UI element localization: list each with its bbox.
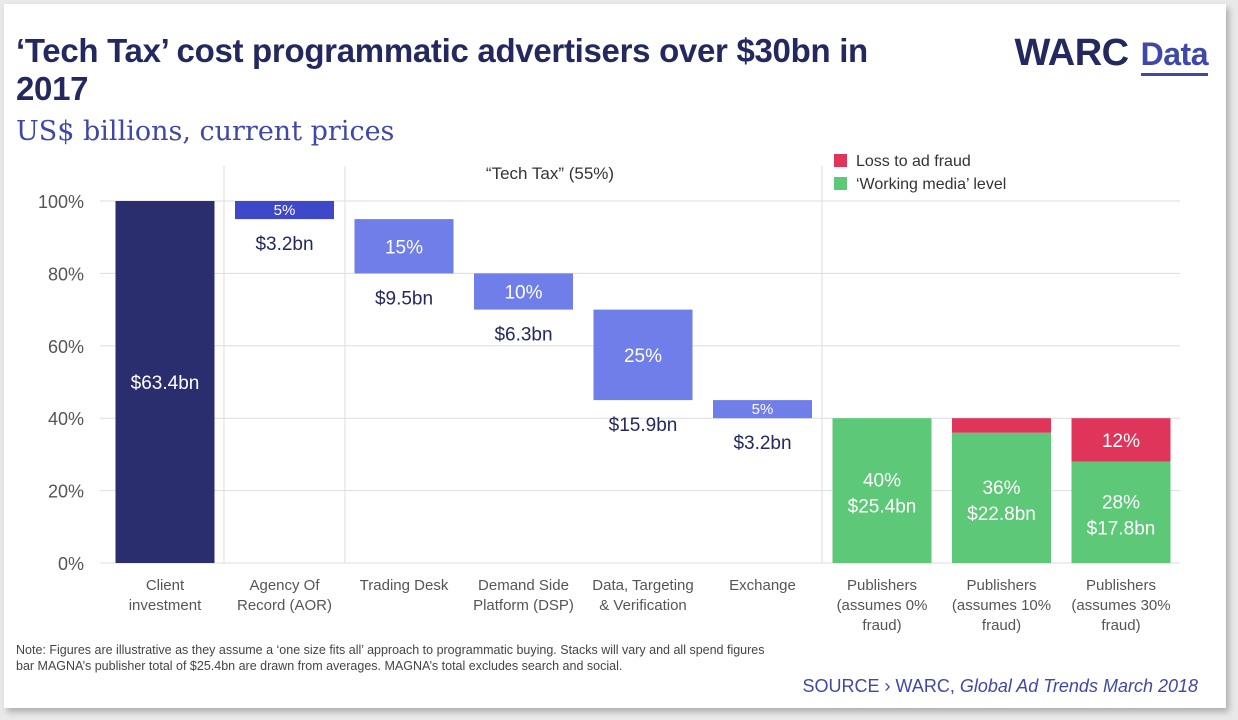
working-media-percent: 28% (1102, 492, 1140, 513)
bar-value-label: $3.2bn (255, 234, 313, 255)
y-tick-label: 20% (48, 482, 84, 502)
y-tick-label: 40% (48, 409, 84, 429)
working-media-bar (1071, 461, 1171, 563)
x-category-label: investment (129, 597, 202, 614)
x-category-label: (assumes 30% (1071, 597, 1170, 614)
aor-bar (235, 201, 334, 220)
x-category-label: Exchange (729, 577, 796, 594)
chart-subtitle: US$ billions, current prices (16, 116, 395, 147)
x-category-label: Trading Desk (360, 577, 449, 594)
x-category-label: Publishers (847, 577, 917, 594)
bar-inner-label: 25% (624, 346, 662, 367)
working-media-bar (952, 432, 1051, 563)
working-media-value: $25.4bn (848, 497, 917, 518)
x-category-label: (assumes 10% (952, 597, 1051, 614)
source-line: SOURCE › WARC, Global Ad Trends March 20… (803, 676, 1198, 697)
bar-value-label: $9.5bn (375, 288, 433, 309)
working-media-value: $22.8bn (967, 504, 1036, 525)
x-category-label: Record (AOR) (237, 597, 332, 614)
tech-bar (474, 273, 573, 310)
x-category-label: Demand Side (478, 577, 569, 594)
warc-data-logo: WARC Data (1014, 32, 1209, 76)
ad-fraud-label: 12% (1102, 431, 1140, 452)
x-category-label: Publishers (966, 577, 1036, 594)
x-category-label: (assumes 0% (837, 597, 928, 614)
waterfall-chart: 0% 20% 40% 60% 80% 100% “Tech Tax” (55%) Loss t… (38, 153, 1180, 634)
x-category-label: Client (146, 577, 185, 594)
x-category-label: Data, Targeting (592, 577, 693, 594)
x-category-label: & Verification (599, 597, 687, 614)
x-category-label: Publishers (1086, 577, 1156, 594)
y-tick-label: 100% (38, 192, 84, 212)
ad-fraud-bar (1071, 418, 1171, 462)
working-media-percent: 36% (982, 478, 1020, 499)
y-tick-label: 80% (48, 264, 84, 284)
bar-inner-label: 15% (385, 237, 423, 258)
bar-inner-label: 5% (752, 401, 774, 418)
legend-swatch (834, 154, 847, 167)
working-media-percent: 40% (863, 471, 901, 492)
ad-fraud-bar (952, 418, 1051, 433)
logo-brand: WARC (1014, 32, 1130, 74)
footnote: Note: Figures are illustrative as they a… (16, 643, 765, 673)
bar-value-label: $6.3bn (494, 325, 552, 346)
bar-inner-label: $63.4bn (131, 373, 200, 394)
x-category-label: Platform (DSP) (473, 597, 574, 614)
logo-product: Data (1140, 36, 1209, 76)
x-category-label: fraud) (982, 617, 1021, 634)
chart-title: ‘Tech Tax’ cost programmatic advertisers… (16, 32, 868, 107)
tech-bar (354, 219, 454, 274)
tech-bar (593, 309, 693, 401)
bar-value-label: $15.9bn (609, 415, 678, 436)
y-tick-label: 0% (58, 554, 84, 574)
legend-label: ‘Working media’ level (856, 176, 1006, 193)
working-media-value: $17.8bn (1087, 518, 1156, 539)
tech-tax-annotation: “Tech Tax” (55%) (486, 164, 614, 183)
bar-value-label: $3.2bn (733, 433, 791, 454)
working-media-bar (832, 418, 932, 563)
legend-label: Loss to ad fraud (856, 153, 971, 170)
source-publication: Global Ad Trends March 2018 (959, 676, 1198, 696)
y-tick-label: 60% (48, 337, 84, 357)
bar-inner-label: 10% (504, 283, 542, 304)
legend-swatch (834, 177, 847, 190)
client-bar (115, 201, 215, 563)
chart-card: ‘Tech Tax’ cost programmatic advertisers… (4, 4, 1226, 708)
x-category-label: fraud) (862, 617, 901, 634)
source-prefix: SOURCE › WARC, (802, 676, 960, 696)
bar-inner-label: 5% (274, 202, 296, 219)
tech-bar (713, 400, 812, 419)
x-category-label: Agency Of (249, 577, 320, 594)
x-category-label: fraud) (1101, 617, 1140, 634)
